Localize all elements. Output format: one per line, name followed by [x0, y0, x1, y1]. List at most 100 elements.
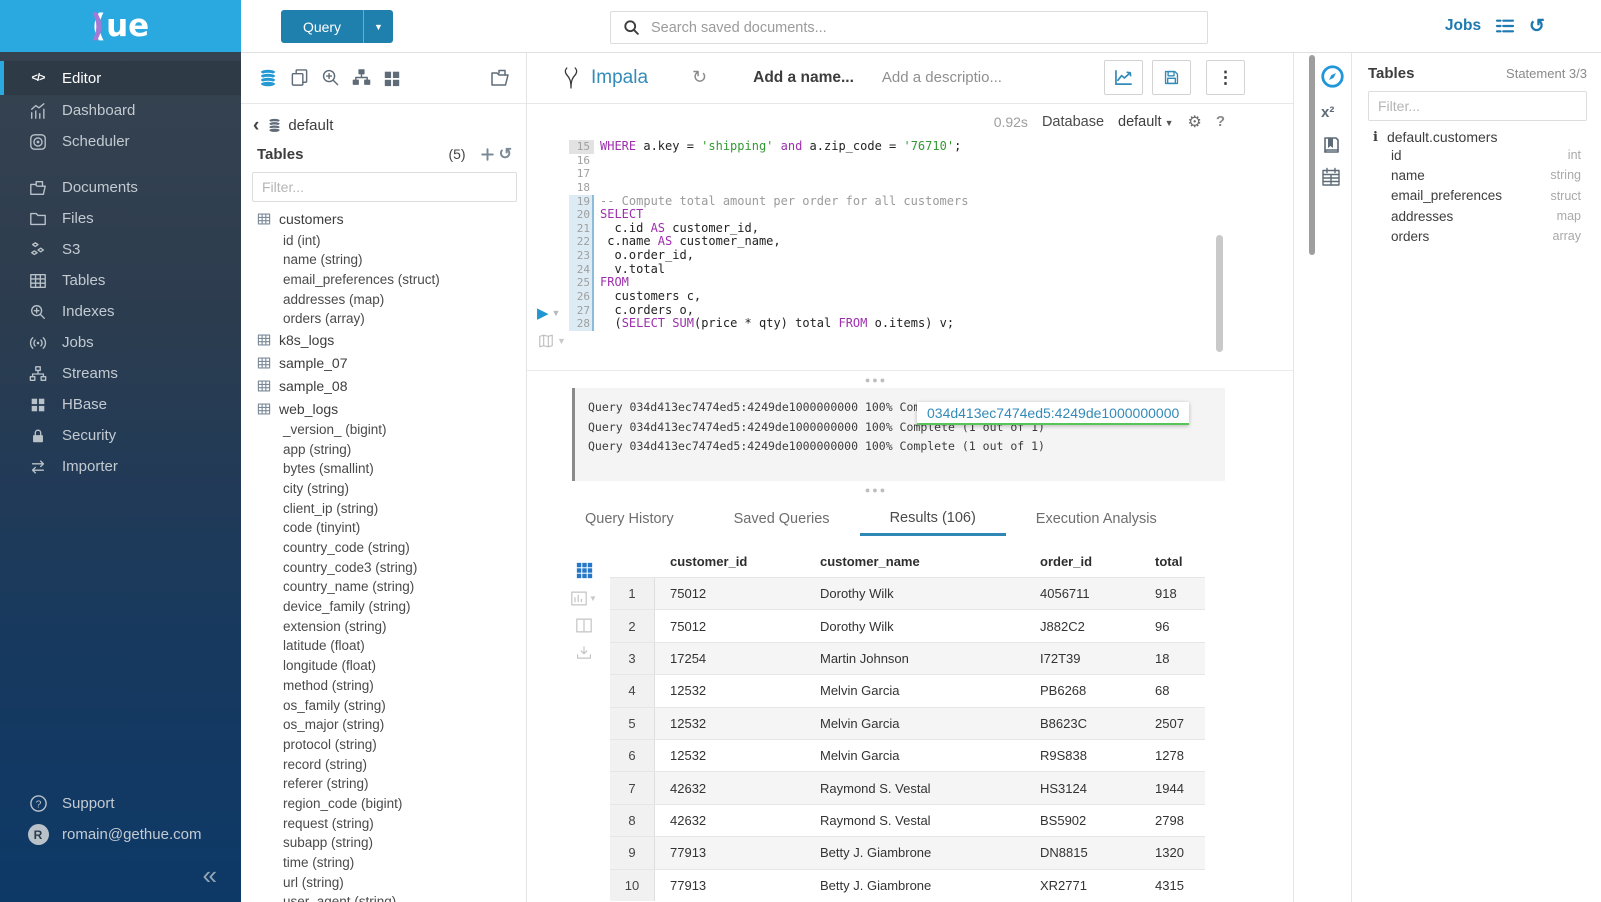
sidebar-item-streams[interactable]: Streams	[0, 358, 241, 389]
column-header[interactable]: order_id	[1040, 553, 1093, 569]
code-line-text[interactable]: c.id AS customer_id,	[600, 221, 759, 236]
column-item[interactable]: app (string)	[283, 441, 352, 457]
query-button[interactable]: Query ▼	[281, 10, 393, 43]
column-item[interactable]: longitude (float)	[283, 658, 377, 674]
jobs-link[interactable]: Jobs	[1444, 17, 1482, 34]
column-header[interactable]: customer_id	[670, 553, 748, 569]
documents-copy-icon[interactable]	[290, 68, 309, 87]
table-row[interactable]: 3 17254 Martin Johnson I72T39 18	[610, 641, 1205, 675]
jobs-list-icon[interactable]	[1495, 18, 1515, 34]
gutter-line-number[interactable]: 15	[569, 140, 594, 154]
column-item[interactable]: latitude (float)	[283, 638, 365, 654]
code-line-text[interactable]: SELECT	[600, 207, 643, 222]
column-item[interactable]: extension (string)	[283, 618, 387, 634]
right-filter-input[interactable]	[1368, 91, 1587, 121]
functions-icon[interactable]: x²	[1321, 104, 1335, 121]
column-item[interactable]: code (tinyint)	[283, 520, 361, 536]
code-editor[interactable]: 15 WHERE a.key = 'shipping' and a.zip_cod…	[527, 139, 1293, 331]
table-row[interactable]: 10 77913 Betty J. Giambrone XR2771 4315	[610, 868, 1205, 901]
code-line-text[interactable]: -- Compute total amount per order for al…	[600, 194, 968, 209]
gutter-line-number[interactable]: 27	[569, 303, 594, 318]
code-line-text[interactable]: v.total	[600, 262, 665, 277]
column-item[interactable]: email_preferences (struct)	[283, 272, 440, 288]
table-item[interactable]: k8s_logs	[257, 329, 526, 352]
sidebar-item-editor[interactable]: </> Editor	[0, 61, 241, 95]
save-button[interactable]	[1152, 60, 1191, 95]
column-header[interactable]: customer_name	[820, 553, 920, 569]
database-select[interactable]: default ▼	[1118, 114, 1173, 130]
code-line-text[interactable]: c.name AS customer_name,	[600, 235, 780, 249]
play-icon[interactable]: ▶	[537, 305, 549, 322]
add-table-icon[interactable]	[480, 147, 495, 162]
database-name[interactable]: default	[288, 116, 334, 134]
gutter-line-number[interactable]: 20	[569, 208, 594, 222]
tab-query-history[interactable]: Query History	[585, 511, 674, 527]
code-line-text[interactable]: WHERE a.key = 'shipping' and a.zip_code …	[600, 139, 961, 154]
column-item[interactable]: subapp (string)	[283, 835, 374, 851]
column-item[interactable]: name (string)	[283, 252, 363, 268]
sidebar-item-documents[interactable]: Documents	[0, 172, 241, 203]
chart-button[interactable]	[1104, 60, 1143, 95]
column-row[interactable]: name string	[1353, 165, 1601, 185]
column-item[interactable]: orders (array)	[283, 311, 365, 327]
sidebar-item-jobs[interactable]: Jobs	[0, 327, 241, 358]
sidebar-item-user[interactable]: R romain@gethue.com	[0, 819, 241, 850]
column-item[interactable]: record (string)	[283, 756, 368, 772]
column-item[interactable]: user_agent (string)	[283, 894, 397, 902]
column-item[interactable]: client_ip (string)	[283, 500, 379, 516]
gutter-line-number[interactable]: 26	[569, 289, 594, 304]
gutter-line-number[interactable]: 24	[569, 262, 594, 277]
tab-execution-analysis[interactable]: Execution Analysis	[1035, 511, 1157, 527]
query-id-link[interactable]: 034d413ec7474ed5:4249de1000000000	[917, 402, 1190, 425]
query-name-field[interactable]: Add a name...	[753, 68, 854, 86]
editor-scrollbar[interactable]	[1216, 235, 1223, 352]
sidebar-item-scheduler[interactable]: Scheduler	[0, 126, 241, 157]
column-item[interactable]: country_name (string)	[283, 579, 415, 595]
gutter-line-number[interactable]: 25	[569, 276, 594, 290]
table-row[interactable]: 7 42632 Raymond S. Vestal HS3124 1944	[610, 771, 1205, 804]
collapse-sidebar-icon[interactable]: «	[202, 860, 217, 890]
gutter-line-number[interactable]: 22	[569, 235, 594, 249]
sidebar-item-s3[interactable]: S3	[0, 234, 241, 265]
table-row[interactable]: 5 12532 Melvin Garcia B8623C 2507	[610, 706, 1205, 739]
explain-icon[interactable]: ▼	[538, 334, 566, 348]
sidebar-item-support[interactable]: ? Support	[0, 788, 241, 819]
sidebar-item-files[interactable]: Files	[0, 203, 241, 234]
back-chevron-icon[interactable]: ‹	[253, 114, 260, 136]
sidebar-item-security[interactable]: Security	[0, 420, 241, 451]
active-table-name[interactable]: default.customers	[1386, 129, 1498, 145]
column-item[interactable]: protocol (string)	[283, 736, 377, 752]
column-header[interactable]: total	[1155, 553, 1183, 569]
query-description-field[interactable]: Add a descriptio...	[881, 69, 1002, 86]
code-line-text[interactable]: c.orders o,	[600, 303, 693, 318]
table-row[interactable]: 2 75012 Dorothy Wilk J882C2 96	[610, 609, 1205, 642]
kebab-menu-icon[interactable]: ⋮	[1206, 60, 1245, 95]
gutter-line-number[interactable]: 18	[576, 180, 590, 194]
column-item[interactable]: url (string)	[283, 874, 344, 890]
column-row[interactable]: email_preferences struct	[1353, 186, 1601, 206]
gutter-line-number[interactable]: 21	[569, 221, 594, 236]
gutter-line-number[interactable]: 23	[569, 249, 594, 263]
query-button-label[interactable]: Query	[281, 10, 363, 43]
chart-view-icon[interactable]: ▼	[571, 591, 597, 606]
columns-view-icon[interactable]	[576, 618, 592, 633]
column-item[interactable]: region_code (bigint)	[283, 795, 403, 811]
column-item[interactable]: os_major (string)	[283, 717, 385, 733]
sidebar-item-tables[interactable]: Tables	[0, 265, 241, 296]
column-row[interactable]: id int	[1353, 145, 1601, 165]
table-row[interactable]: 9 77913 Betty J. Giambrone DN8815 1320	[610, 836, 1205, 869]
tab-saved-queries[interactable]: Saved Queries	[733, 511, 830, 527]
snippet-history-icon[interactable]: ↺	[692, 67, 708, 87]
table-filter-input[interactable]	[252, 172, 517, 202]
main-scrollbar[interactable]	[1309, 55, 1315, 255]
run-query-button[interactable]: ▶ ▼	[537, 304, 560, 322]
sidebar-item-importer[interactable]: Importer	[0, 451, 241, 482]
column-item[interactable]: country_code3 (string)	[283, 559, 418, 575]
code-line-text[interactable]: (SELECT SUM(price * qty) total FROM o.it…	[600, 316, 954, 331]
column-row[interactable]: orders array	[1353, 226, 1601, 246]
open-folder-icon[interactable]	[490, 68, 510, 88]
hue-logo[interactable]: () ue	[0, 0, 241, 52]
chevron-down-icon[interactable]: ▼	[551, 308, 561, 318]
column-item[interactable]: addresses (map)	[283, 291, 385, 307]
query-history-icon[interactable]: ↻	[1529, 15, 1545, 37]
